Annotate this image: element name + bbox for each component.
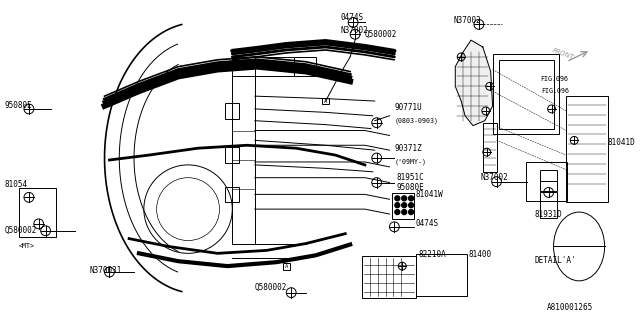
Text: 81041D: 81041D: [607, 138, 636, 147]
Bar: [294, 57, 316, 76]
Text: ('09MY-): ('09MY-): [394, 159, 426, 165]
Bar: [322, 98, 329, 105]
Text: FIG.096: FIG.096: [541, 88, 570, 94]
Circle shape: [395, 196, 400, 201]
Bar: [19, 188, 56, 236]
Circle shape: [408, 196, 413, 201]
Bar: [493, 54, 559, 134]
Bar: [499, 60, 554, 129]
Text: (0803-0903): (0803-0903): [394, 117, 438, 124]
Text: N37002: N37002: [481, 173, 509, 182]
Text: 81400: 81400: [468, 250, 491, 259]
Text: A: A: [324, 99, 327, 104]
Text: N37002: N37002: [340, 26, 368, 35]
Text: A810001265: A810001265: [547, 303, 593, 312]
Text: FRONT: FRONT: [552, 47, 575, 61]
Text: Q580002: Q580002: [4, 226, 36, 235]
Bar: [225, 147, 239, 163]
Polygon shape: [455, 40, 493, 126]
Bar: [483, 123, 497, 172]
Circle shape: [402, 210, 406, 214]
Bar: [225, 103, 239, 119]
Text: FIG.096: FIG.096: [540, 76, 568, 83]
Text: 95080E: 95080E: [396, 183, 424, 192]
Text: N37002: N37002: [453, 16, 481, 25]
Text: 82210A: 82210A: [419, 250, 447, 259]
Bar: [392, 193, 414, 219]
Text: 90371Z: 90371Z: [394, 144, 422, 153]
Text: <MT>: <MT>: [19, 244, 35, 250]
Circle shape: [408, 210, 413, 214]
Text: 90771U: 90771U: [394, 103, 422, 112]
Text: DETAIL'A': DETAIL'A': [535, 256, 577, 265]
Text: Q580002: Q580002: [255, 283, 287, 292]
Circle shape: [402, 196, 406, 201]
Bar: [362, 256, 416, 298]
Circle shape: [402, 203, 406, 208]
Bar: [416, 254, 467, 296]
Bar: [225, 187, 239, 202]
Bar: [283, 263, 290, 269]
Text: 81951C: 81951C: [396, 173, 424, 182]
Bar: [540, 192, 557, 218]
Text: 81931D: 81931D: [535, 210, 563, 219]
Text: 81041W: 81041W: [416, 190, 444, 199]
Text: A: A: [285, 264, 288, 268]
Bar: [526, 162, 567, 201]
Circle shape: [395, 203, 400, 208]
Bar: [540, 170, 557, 191]
Text: Q580002: Q580002: [365, 30, 397, 39]
Text: 0474S: 0474S: [416, 220, 439, 228]
Text: N370031: N370031: [90, 266, 122, 275]
Text: 95080E: 95080E: [4, 101, 32, 110]
Circle shape: [408, 203, 413, 208]
Text: 81054: 81054: [4, 180, 28, 189]
Text: 0474S: 0474S: [340, 13, 364, 22]
Circle shape: [395, 210, 400, 214]
Bar: [566, 96, 607, 202]
